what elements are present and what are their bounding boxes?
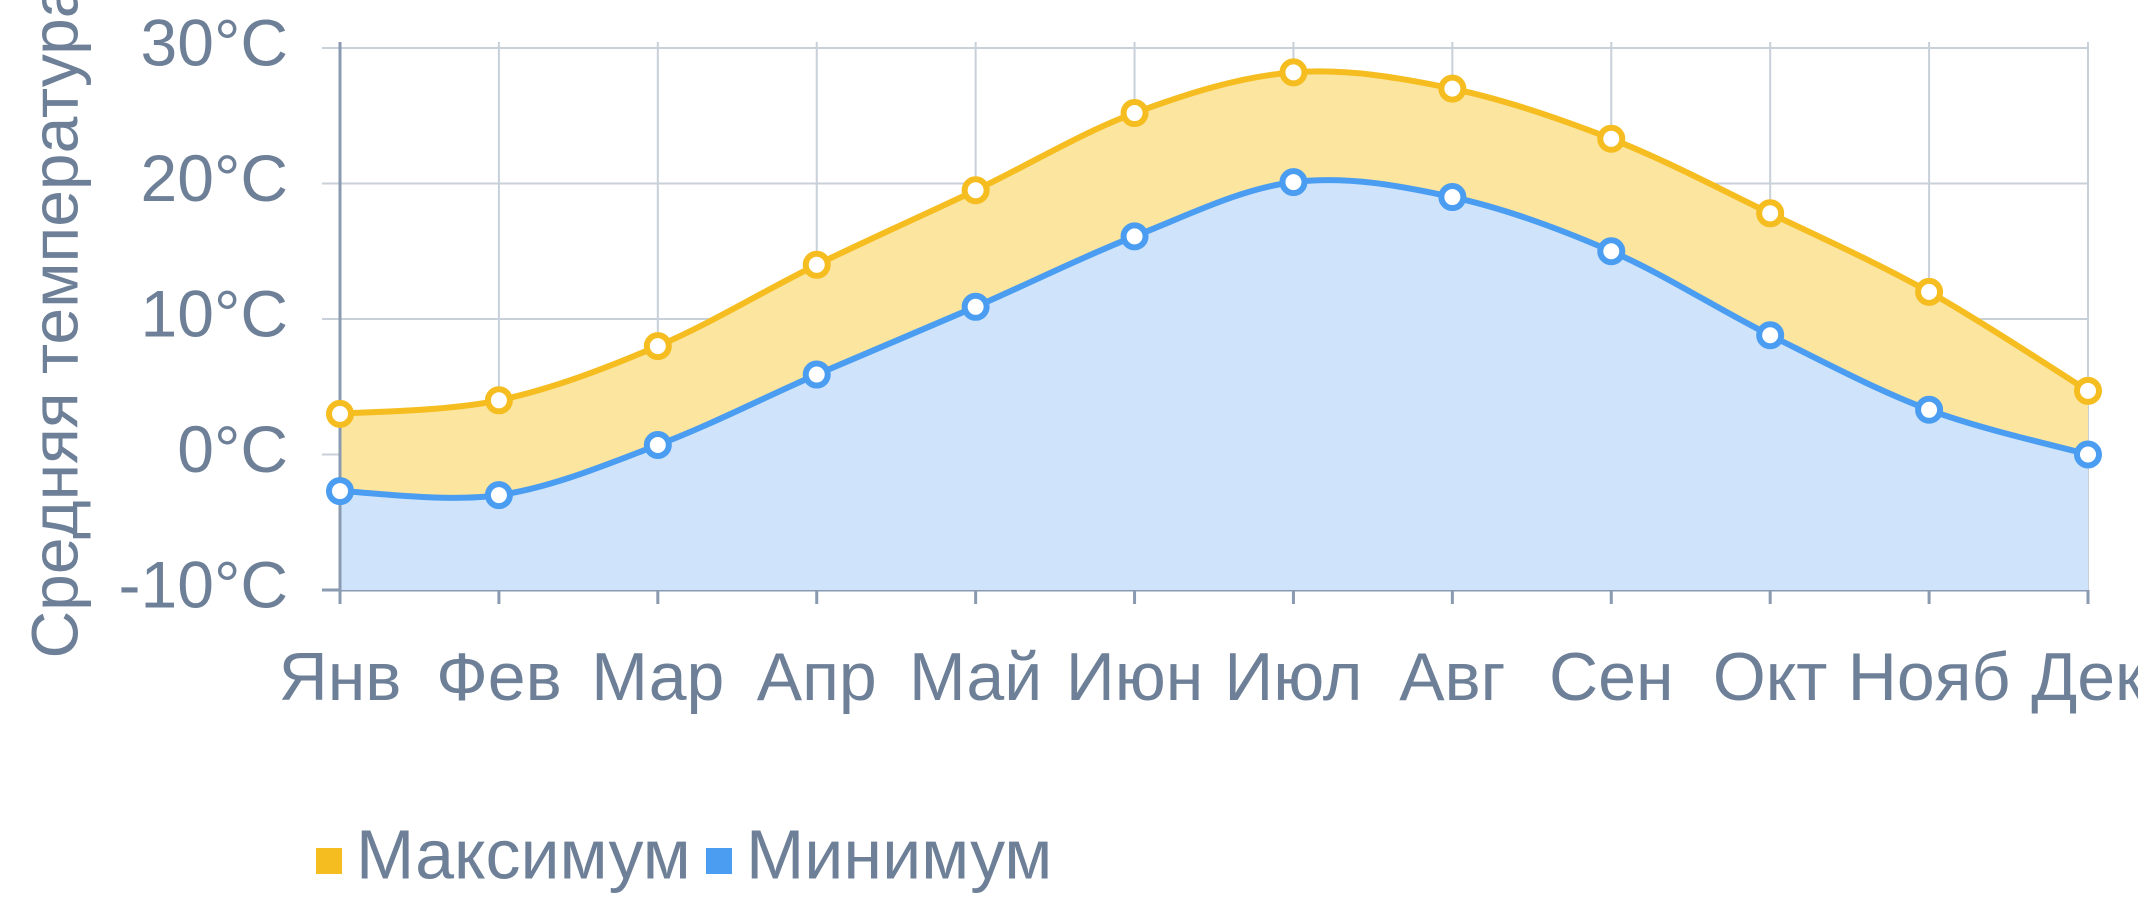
x-tick-label: Янв xyxy=(279,639,402,715)
point xyxy=(326,477,354,506)
point xyxy=(1756,199,1785,228)
legend-label: Минимум xyxy=(746,815,1052,893)
y-tick-label: 20°C xyxy=(141,141,288,215)
x-tick-label: Окт xyxy=(1713,639,1828,715)
y-tick-label: 10°C xyxy=(141,276,288,350)
point xyxy=(802,250,831,279)
point xyxy=(326,399,354,428)
point xyxy=(643,431,672,460)
point xyxy=(1597,237,1626,266)
legend-label: Максимум xyxy=(356,815,691,893)
point xyxy=(484,481,513,510)
point xyxy=(1756,321,1785,350)
y-tick-label: -10°C xyxy=(119,547,288,621)
point xyxy=(1597,124,1626,153)
x-tick-label: Апр xyxy=(757,639,877,715)
point xyxy=(1915,395,1944,424)
point xyxy=(961,176,990,205)
x-tick-label: Май xyxy=(909,639,1042,715)
point xyxy=(643,332,672,361)
point xyxy=(2074,376,2102,405)
point xyxy=(2074,440,2102,469)
y-tick-label: 0°C xyxy=(177,412,288,486)
areas xyxy=(340,71,2088,591)
y-tick-label: 30°C xyxy=(141,5,288,79)
y-axis-label: Средняя температура xyxy=(17,0,91,659)
x-tick-label: Авг xyxy=(1399,639,1505,715)
point xyxy=(802,360,831,389)
point xyxy=(961,292,990,321)
x-tick-label: Сен xyxy=(1549,639,1673,715)
point xyxy=(484,386,513,415)
point xyxy=(1438,74,1467,103)
legend-swatch xyxy=(316,848,342,874)
x-tick-label: Июн xyxy=(1066,639,1203,715)
x-tick-label: Нояб xyxy=(1848,639,2011,715)
x-tick-label: Мар xyxy=(591,639,724,715)
point xyxy=(1279,168,1308,197)
x-tick-label: Фев xyxy=(436,639,562,715)
area xyxy=(340,180,2088,591)
point xyxy=(1279,58,1308,87)
point xyxy=(1438,183,1467,212)
x-tick-label: Июл xyxy=(1224,639,1362,715)
legend-swatch xyxy=(706,848,732,874)
point xyxy=(1120,99,1149,128)
point xyxy=(1915,277,1944,306)
lines xyxy=(326,58,2102,510)
point xyxy=(1120,222,1149,251)
x-tick-label: Дек xyxy=(2031,639,2138,715)
